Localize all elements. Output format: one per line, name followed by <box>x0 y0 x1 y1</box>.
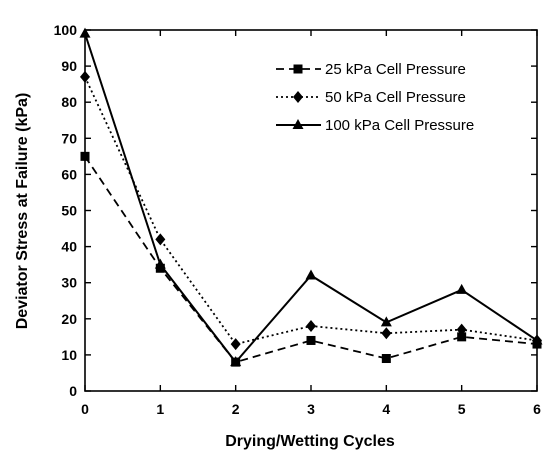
series-50kpa <box>80 70 542 351</box>
data-point-50kpa <box>155 233 166 246</box>
series-line-100kpa <box>84 33 538 364</box>
x-tick-label: 3 <box>307 401 315 417</box>
data-point-100kpa <box>305 269 317 280</box>
y-tick-label: 40 <box>61 239 77 255</box>
legend-item-50kpa: 50 kPa Cell Pressure <box>276 89 466 106</box>
x-tick-label: 0 <box>81 401 89 417</box>
data-point-100kpa <box>79 27 91 38</box>
legend-label-100kpa: 100 kPa Cell Pressure <box>325 117 474 134</box>
x-tick-label: 1 <box>156 401 164 417</box>
y-tick-label: 30 <box>61 275 77 291</box>
data-point-25kpa <box>381 354 391 364</box>
data-point-50kpa <box>381 327 392 340</box>
legend-marker-shape-100kpa <box>292 119 304 129</box>
y-tick-label: 60 <box>61 166 77 182</box>
y-tick-label: 80 <box>61 94 77 110</box>
y-axis: 0 10 20 30 40 50 60 70 80 90 100 <box>54 22 537 399</box>
legend-marker-shape-50kpa <box>293 91 303 103</box>
legend-marker-shape-25kpa <box>293 64 303 74</box>
x-tick-label: 5 <box>458 401 466 417</box>
legend-label-25kpa: 25 kPa Cell Pressure <box>325 61 466 78</box>
legend-marker-50kpa <box>293 91 303 103</box>
data-point-100kpa <box>380 316 392 327</box>
y-tick-label: 50 <box>61 203 77 219</box>
legend: 25 kPa Cell Pressure 50 kPa Cell Pressur… <box>276 61 474 134</box>
y-axis-title: Deviator Stress at Failure (kPa) <box>14 93 31 330</box>
x-tick-label: 2 <box>232 401 240 417</box>
data-point-100kpa <box>230 356 242 367</box>
y-tick-label: 90 <box>61 58 77 74</box>
legend-marker-100kpa <box>292 119 304 129</box>
y-tick-label: 20 <box>61 311 77 327</box>
data-point-50kpa <box>80 70 90 83</box>
legend-item-25kpa: 25 kPa Cell Pressure <box>276 61 466 78</box>
y-tick-label: 70 <box>61 130 77 146</box>
x-tick-label: 6 <box>533 401 541 417</box>
legend-item-100kpa: 100 kPa Cell Pressure <box>276 117 474 134</box>
legend-marker-25kpa <box>293 64 303 74</box>
data-point-25kpa <box>306 335 316 345</box>
data-point-100kpa <box>154 258 166 269</box>
data-point-50kpa <box>456 323 467 336</box>
x-tick-label: 4 <box>382 401 390 417</box>
data-point-100kpa <box>531 334 543 345</box>
data-point-50kpa <box>230 338 241 351</box>
data-point-100kpa <box>456 283 468 294</box>
y-tick-label: 0 <box>69 383 77 399</box>
y-tick-label: 100 <box>54 22 78 38</box>
x-axis: 0 1 2 3 4 5 6 <box>81 30 541 417</box>
data-point-50kpa <box>306 320 316 333</box>
x-axis-title: Drying/Wetting Cycles <box>225 433 395 450</box>
series-layer <box>79 27 543 367</box>
series-25kpa <box>80 151 542 367</box>
legend-label-50kpa: 50 kPa Cell Pressure <box>325 89 466 106</box>
series-100kpa <box>79 27 543 367</box>
data-point-25kpa <box>80 151 90 161</box>
y-tick-label: 10 <box>61 347 77 363</box>
data-point-25kpa <box>457 332 467 342</box>
